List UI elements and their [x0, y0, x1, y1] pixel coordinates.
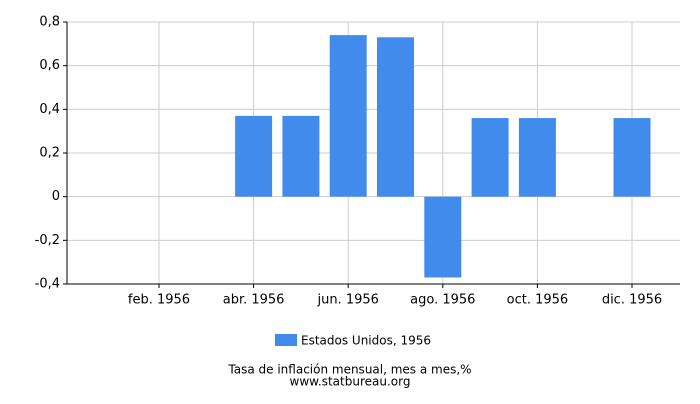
- y-tick-label: 0,4: [39, 102, 60, 117]
- y-tick-label: 0,2: [39, 146, 60, 161]
- y-tick-label: -0,2: [35, 233, 60, 248]
- legend-label: Estados Unidos, 1956: [301, 334, 431, 348]
- bar: [613, 118, 651, 197]
- bar: [424, 196, 462, 278]
- bar: [377, 37, 414, 197]
- x-axis-title: Tasa de inflación mensual, mes a mes,%: [227, 363, 471, 377]
- bar: [282, 115, 320, 197]
- x-tick-label: feb. 1956: [128, 293, 190, 308]
- source: www.statbureau.org: [290, 375, 411, 389]
- bar: [518, 118, 556, 197]
- x-tick-label: ago. 1956: [410, 293, 475, 308]
- y-tick-label: 0,8: [39, 15, 60, 30]
- bar: [235, 115, 273, 197]
- legend-swatch: [275, 334, 297, 346]
- y-tick-label: 0: [52, 189, 60, 204]
- bar: [471, 118, 509, 197]
- x-tick-label: abr. 1956: [223, 293, 285, 308]
- y-tick-label: 0,6: [39, 58, 60, 73]
- x-tick-label: jun. 1956: [316, 293, 378, 308]
- bar: [329, 35, 367, 197]
- x-tick-label: dic. 1956: [602, 293, 662, 308]
- y-tick-label: -0,4: [35, 277, 60, 292]
- x-tick-label: oct. 1956: [507, 293, 569, 308]
